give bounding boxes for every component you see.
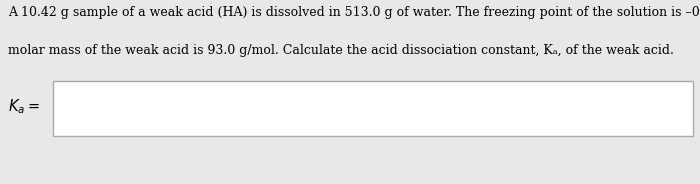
FancyBboxPatch shape — [52, 81, 693, 136]
Text: molar mass of the weak acid is 93.0 g/mol. Calculate the acid dissociation const: molar mass of the weak acid is 93.0 g/mo… — [8, 44, 674, 57]
Text: $K_a =$: $K_a =$ — [8, 97, 40, 116]
Text: A 10.42 g sample of a weak acid (HA) is dissolved in 513.0 g of water. The freez: A 10.42 g sample of a weak acid (HA) is … — [8, 6, 700, 19]
